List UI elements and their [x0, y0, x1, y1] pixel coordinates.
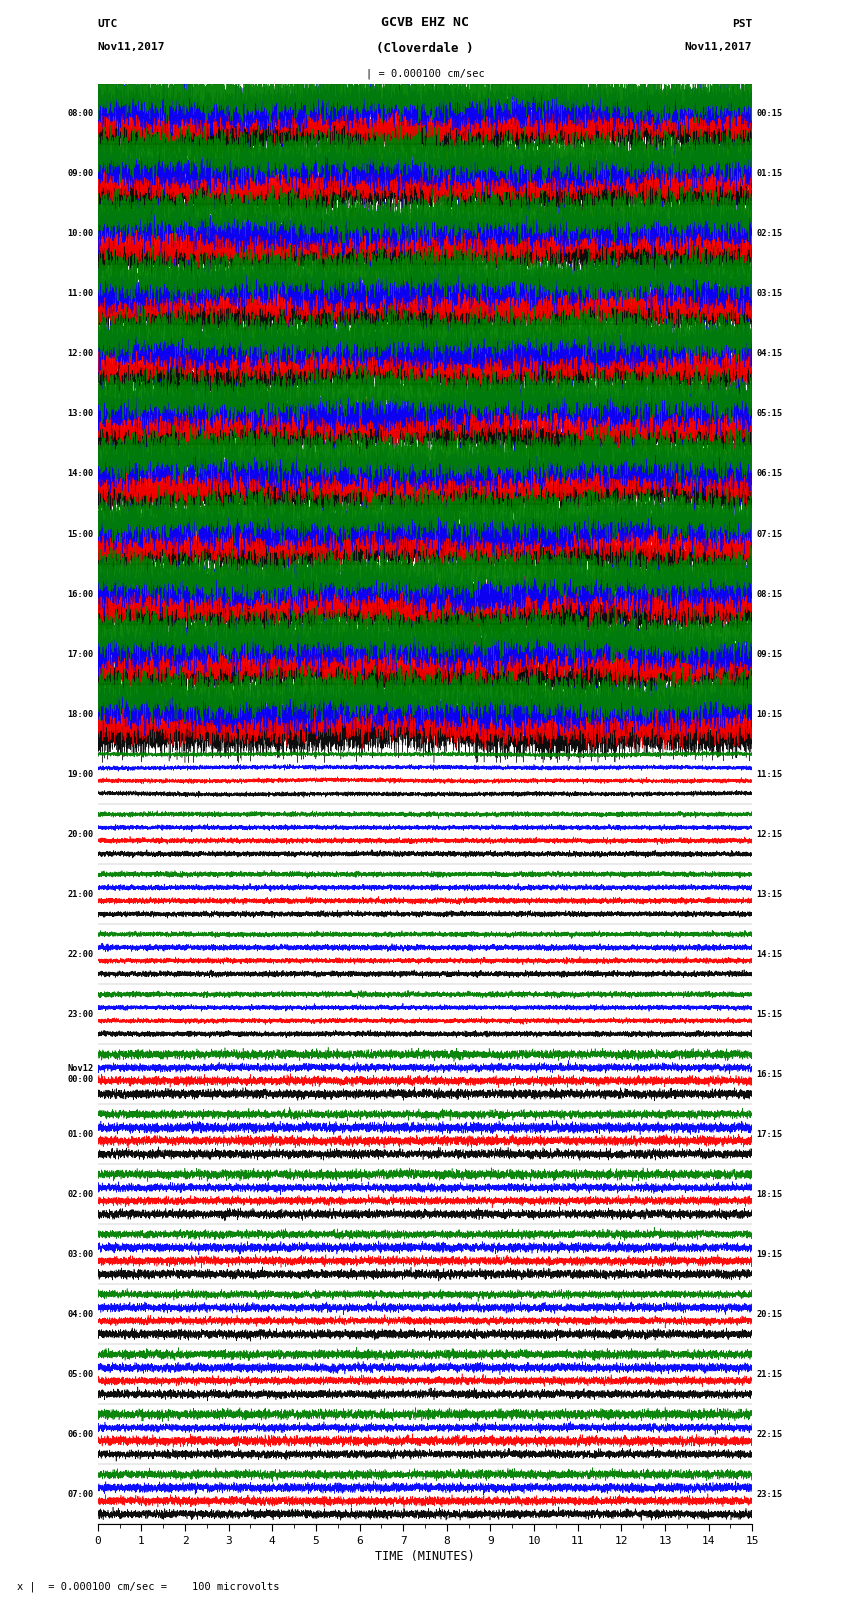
- Text: 22:15: 22:15: [756, 1429, 783, 1439]
- Text: (Cloverdale ): (Cloverdale ): [377, 42, 473, 55]
- Text: 10:15: 10:15: [756, 710, 783, 718]
- Text: 14:15: 14:15: [756, 950, 783, 958]
- Text: GCVB EHZ NC: GCVB EHZ NC: [381, 16, 469, 29]
- Text: 13:15: 13:15: [756, 890, 783, 898]
- Text: 13:00: 13:00: [67, 410, 94, 418]
- Text: 21:15: 21:15: [756, 1369, 783, 1379]
- Text: 15:00: 15:00: [67, 529, 94, 539]
- Text: 21:00: 21:00: [67, 890, 94, 898]
- X-axis label: TIME (MINUTES): TIME (MINUTES): [375, 1550, 475, 1563]
- Text: 19:15: 19:15: [756, 1250, 783, 1258]
- Text: 06:15: 06:15: [756, 469, 783, 479]
- Text: 01:00: 01:00: [67, 1129, 94, 1139]
- Text: 18:00: 18:00: [67, 710, 94, 718]
- Text: 23:15: 23:15: [756, 1490, 783, 1498]
- Text: 09:15: 09:15: [756, 650, 783, 658]
- Text: 09:00: 09:00: [67, 169, 94, 179]
- Text: 03:15: 03:15: [756, 289, 783, 298]
- Text: 04:00: 04:00: [67, 1310, 94, 1319]
- Text: 01:15: 01:15: [756, 169, 783, 179]
- Text: 12:00: 12:00: [67, 350, 94, 358]
- Text: 23:00: 23:00: [67, 1010, 94, 1019]
- Text: 19:00: 19:00: [67, 769, 94, 779]
- Text: Nov11,2017: Nov11,2017: [685, 42, 752, 52]
- Text: PST: PST: [732, 19, 752, 29]
- Text: 06:00: 06:00: [67, 1429, 94, 1439]
- Text: 12:15: 12:15: [756, 829, 783, 839]
- Text: 14:00: 14:00: [67, 469, 94, 479]
- Text: 15:15: 15:15: [756, 1010, 783, 1019]
- Text: 16:00: 16:00: [67, 589, 94, 598]
- Text: x |  = 0.000100 cm/sec =    100 microvolts: x | = 0.000100 cm/sec = 100 microvolts: [17, 1581, 280, 1592]
- Text: 02:00: 02:00: [67, 1190, 94, 1198]
- Text: 00:15: 00:15: [756, 110, 783, 118]
- Text: 17:15: 17:15: [756, 1129, 783, 1139]
- Text: Nov12
00:00: Nov12 00:00: [67, 1065, 94, 1084]
- Text: 05:15: 05:15: [756, 410, 783, 418]
- Text: | = 0.000100 cm/sec: | = 0.000100 cm/sec: [366, 68, 484, 79]
- Text: 20:15: 20:15: [756, 1310, 783, 1319]
- Text: 08:00: 08:00: [67, 110, 94, 118]
- Text: 20:00: 20:00: [67, 829, 94, 839]
- Text: Nov11,2017: Nov11,2017: [98, 42, 165, 52]
- Text: 07:15: 07:15: [756, 529, 783, 539]
- Text: 18:15: 18:15: [756, 1190, 783, 1198]
- Text: 11:00: 11:00: [67, 289, 94, 298]
- Text: 17:00: 17:00: [67, 650, 94, 658]
- Text: UTC: UTC: [98, 19, 118, 29]
- Text: 08:15: 08:15: [756, 589, 783, 598]
- Text: 07:00: 07:00: [67, 1490, 94, 1498]
- Text: 11:15: 11:15: [756, 769, 783, 779]
- Text: 03:00: 03:00: [67, 1250, 94, 1258]
- Text: 16:15: 16:15: [756, 1069, 783, 1079]
- Text: 10:00: 10:00: [67, 229, 94, 239]
- Text: 22:00: 22:00: [67, 950, 94, 958]
- Text: 02:15: 02:15: [756, 229, 783, 239]
- Text: 04:15: 04:15: [756, 350, 783, 358]
- Text: 05:00: 05:00: [67, 1369, 94, 1379]
